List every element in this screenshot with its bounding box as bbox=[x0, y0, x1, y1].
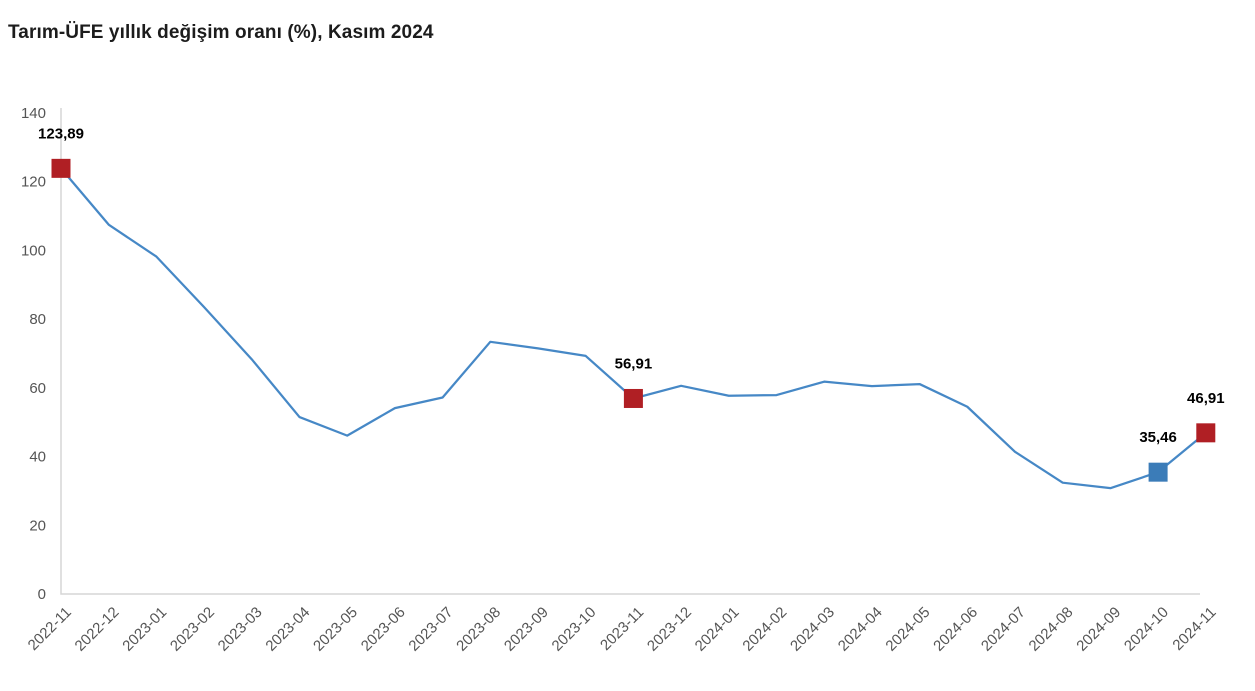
x-axis-tick-label: 2024-02 bbox=[739, 604, 790, 655]
chart-title: Tarım-ÜFE yıllık değişim oranı (%), Kası… bbox=[8, 22, 434, 43]
y-axis-tick-label: 120 bbox=[21, 174, 46, 191]
x-axis-tick-label: 2024-07 bbox=[978, 604, 1029, 655]
x-axis-tick-label: 2023-05 bbox=[310, 604, 361, 655]
data-point-label: 35,46 bbox=[1139, 429, 1177, 446]
x-axis-tick-label: 2024-08 bbox=[1026, 604, 1077, 655]
x-axis-tick-label: 2024-10 bbox=[1121, 604, 1172, 655]
y-axis-tick-label: 140 bbox=[21, 105, 46, 122]
y-axis-tick-label: 60 bbox=[29, 380, 46, 397]
x-axis-tick-label: 2023-02 bbox=[167, 604, 218, 655]
y-axis-tick-label: 0 bbox=[38, 586, 46, 603]
x-axis-tick-label: 2023-01 bbox=[119, 604, 170, 655]
x-axis-tick-label: 2023-04 bbox=[262, 604, 313, 655]
x-axis-tick-label: 2022-11 bbox=[25, 604, 75, 654]
data-point-label: 56,91 bbox=[615, 355, 653, 372]
data-point-marker[interactable] bbox=[51, 158, 71, 178]
x-axis-tick-label: 2023-07 bbox=[405, 604, 456, 655]
data-point-marker[interactable] bbox=[623, 388, 643, 408]
x-axis-tick-label: 2023-09 bbox=[501, 604, 552, 655]
x-axis-tick-label: 2024-05 bbox=[882, 604, 933, 655]
y-axis-tick-label: 20 bbox=[29, 517, 46, 534]
data-point-marker[interactable] bbox=[1196, 423, 1216, 443]
axis-line bbox=[60, 108, 1200, 595]
x-axis-tick-label: 2023-03 bbox=[215, 604, 266, 655]
x-axis-tick-label: 2023-12 bbox=[644, 604, 695, 655]
data-point-marker[interactable] bbox=[1148, 462, 1168, 482]
x-axis-tick-label: 2024-06 bbox=[930, 604, 981, 655]
y-axis-tick-label: 100 bbox=[21, 242, 46, 259]
x-axis-tick-label: 2023-06 bbox=[358, 604, 409, 655]
x-axis-tick-label: 2023-11 bbox=[597, 604, 647, 654]
x-axis-tick-label: 2023-10 bbox=[549, 604, 600, 655]
series-line bbox=[59, 167, 1207, 490]
x-axis-tick-label: 2022-12 bbox=[72, 604, 123, 655]
x-axis-tick-label: 2024-11 bbox=[1169, 604, 1219, 654]
y-axis-tick-label: 80 bbox=[29, 311, 46, 328]
x-axis-tick-label: 2024-03 bbox=[787, 604, 838, 655]
data-point-label: 46,91 bbox=[1187, 390, 1225, 407]
x-axis-tick-label: 2023-08 bbox=[453, 604, 504, 655]
data-point-label: 123,89 bbox=[38, 125, 84, 142]
x-axis-tick-label: 2024-01 bbox=[692, 604, 743, 655]
y-axis-tick-label: 40 bbox=[29, 449, 46, 466]
x-axis-tick-label: 2024-04 bbox=[835, 604, 886, 655]
x-axis-tick-label: 2024-09 bbox=[1073, 604, 1124, 655]
